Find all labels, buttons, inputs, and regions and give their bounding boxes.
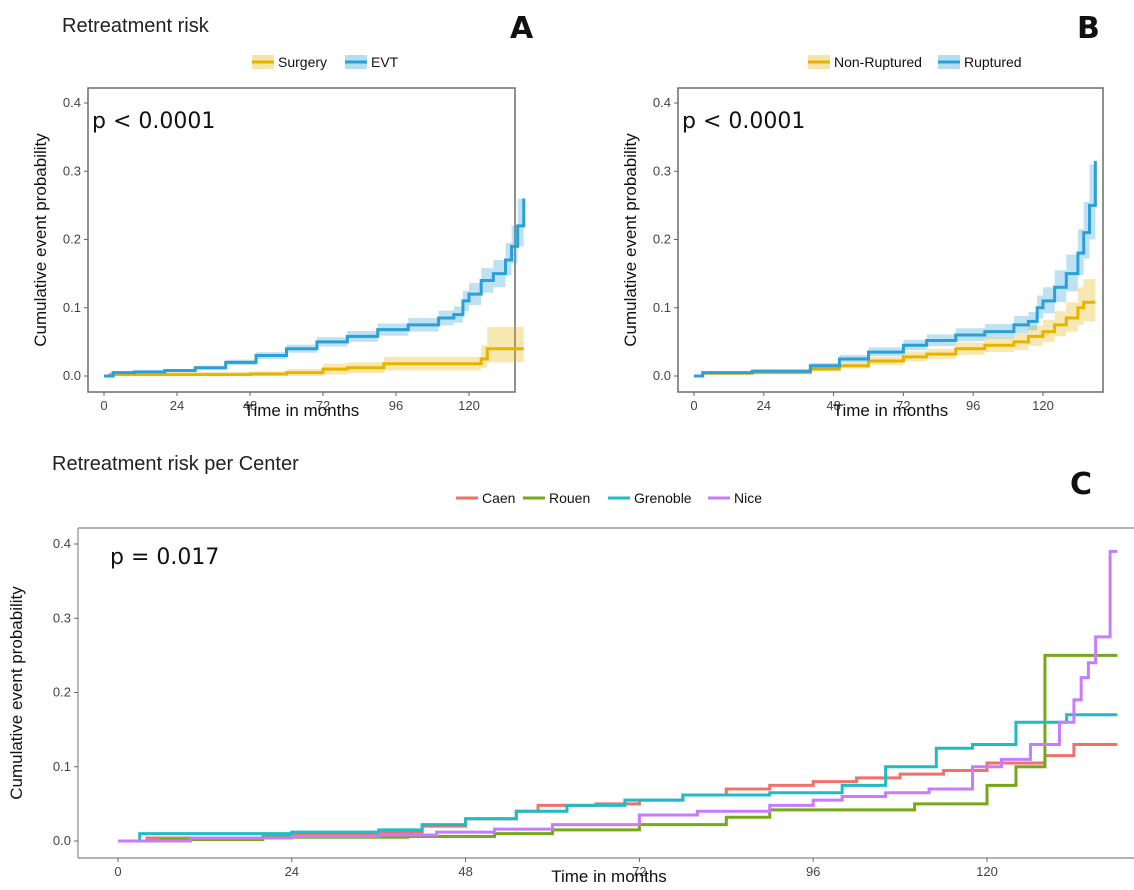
y-tick-label: 0.3 <box>53 610 71 625</box>
y-tick-label: 0.4 <box>53 536 71 551</box>
panel-a-letter: A <box>510 11 534 46</box>
y-tick-label: 0.0 <box>53 833 71 848</box>
legend-label: Caen <box>482 490 515 506</box>
panel-a: 0.0 0.1 0.2 0.3 0.4 0 24 48 72 96 120 Time in month… <box>31 54 526 420</box>
x-tick-label: 0 <box>100 398 107 413</box>
legend-label: Ruptured <box>964 54 1022 70</box>
x-tick-label: 72 <box>632 864 646 879</box>
ci-band-evt <box>104 161 524 376</box>
x-tick-label: 48 <box>458 864 472 879</box>
ci-band-non-ruptured <box>694 279 1096 376</box>
legend-label: Rouen <box>549 490 590 506</box>
y-tick-label: 0.0 <box>63 368 81 383</box>
x-tick-label: 96 <box>806 864 820 879</box>
series-line-nice <box>118 549 1118 843</box>
panel-c-title: Retreatment risk per Center <box>52 453 299 475</box>
p-value-annotation: p = 0.017 <box>110 545 219 570</box>
y-axis-label: Cumulative event probability <box>621 133 640 347</box>
panel-b-letter: B <box>1077 11 1100 46</box>
legend-label: Grenoble <box>634 490 692 506</box>
y-tick-label: 0.3 <box>653 163 671 178</box>
x-tick-label: 0 <box>114 864 121 879</box>
y-axis-label: Cumulative event probability <box>31 133 50 347</box>
y-tick-label: 0.1 <box>653 300 671 315</box>
x-tick-label: 48 <box>243 398 257 413</box>
series-line-surgery <box>104 347 524 378</box>
y-tick-label: 0.1 <box>53 759 71 774</box>
legend-label: Nice <box>734 490 762 506</box>
y-axis-label: Cumulative event probability <box>7 586 26 800</box>
y-tick-label: 0.1 <box>63 300 81 315</box>
y-tick-label: 0.3 <box>63 163 81 178</box>
y-tick-label: 0.2 <box>653 232 671 247</box>
x-tick-label: 0 <box>690 398 697 413</box>
x-tick-label: 72 <box>896 398 910 413</box>
series-line-ruptured <box>694 161 1097 378</box>
x-axis-label: Time in months <box>551 867 667 886</box>
legend-label: Non-Ruptured <box>834 54 922 70</box>
x-tick-label: 120 <box>1032 398 1054 413</box>
legend-label: EVT <box>371 54 399 70</box>
legend-label: Surgery <box>278 54 327 70</box>
x-tick-label: 120 <box>458 398 480 413</box>
x-tick-label: 24 <box>285 864 299 879</box>
y-tick-label: 0.2 <box>63 232 81 247</box>
panel-c: 0.0 0.1 0.2 0.3 0.4 0 24 48 72 96 120 Time in month… <box>7 490 1134 886</box>
p-value-annotation: p < 0.0001 <box>682 109 805 134</box>
panel-b: 0.0 0.1 0.2 0.3 0.4 0 24 48 72 96 120 Time in month… <box>621 54 1104 420</box>
x-tick-label: 24 <box>757 398 771 413</box>
x-tick-label: 96 <box>389 398 403 413</box>
x-tick-label: 120 <box>976 864 998 879</box>
panel-c-letter: C <box>1070 467 1092 502</box>
x-tick-label: 48 <box>826 398 840 413</box>
series-line-caen <box>118 742 1118 843</box>
x-tick-label: 72 <box>316 398 330 413</box>
x-tick-label: 24 <box>170 398 184 413</box>
series-line-grenoble <box>118 713 1118 843</box>
y-tick-label: 0.2 <box>53 685 71 700</box>
y-tick-label: 0.0 <box>653 368 671 383</box>
x-tick-label: 96 <box>966 398 980 413</box>
x-axis-label: Time in months <box>833 401 949 420</box>
y-tick-label: 0.4 <box>63 95 81 110</box>
series-line-evt <box>104 198 526 378</box>
x-axis-label: Time in months <box>244 401 360 420</box>
y-tick-label: 0.4 <box>653 95 671 110</box>
panel-a-title: Retreatment risk <box>62 15 210 37</box>
p-value-annotation: p < 0.0001 <box>92 109 215 134</box>
